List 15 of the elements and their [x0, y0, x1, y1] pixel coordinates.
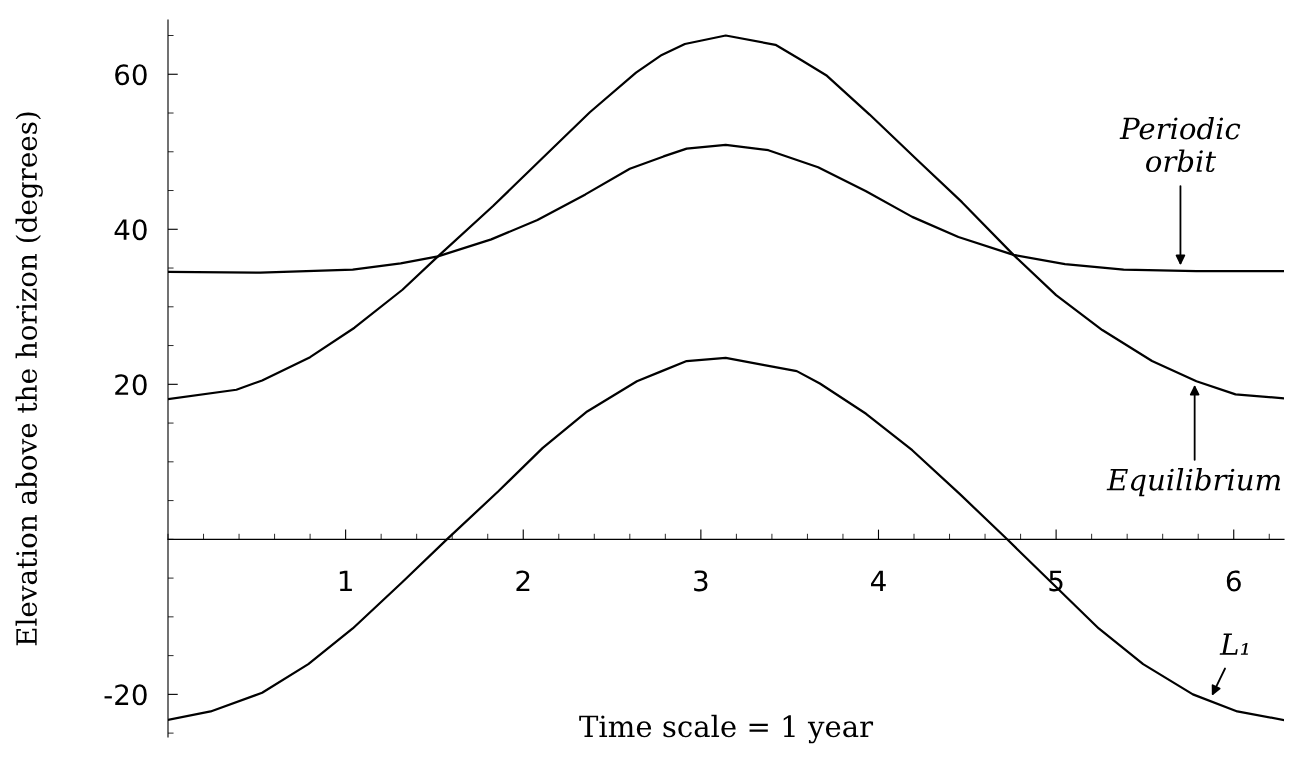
annotation: L₁	[1219, 633, 1248, 655]
y-axis-title: Elevation above the horizon (degrees)	[15, 112, 43, 646]
x-tick-label: 5	[1049, 570, 1063, 592]
annotation: Equilibrium	[1106, 468, 1281, 497]
x-tick-label: 6	[1226, 570, 1241, 592]
annotation: Periodic orbit	[1119, 116, 1241, 173]
y-tick-label: 40	[114, 219, 147, 241]
y-tick-label: -20	[104, 684, 147, 706]
x-tick-label: 3	[694, 570, 708, 592]
y-tick-label: 60	[115, 64, 147, 86]
x-tick-label: 4	[871, 570, 886, 591]
y-tick-label: 20	[115, 374, 147, 396]
x-axis-title: Time scale = 1 year	[579, 714, 874, 744]
x-tick-label: 1	[339, 570, 352, 591]
x-tick-label: 2	[516, 570, 530, 591]
